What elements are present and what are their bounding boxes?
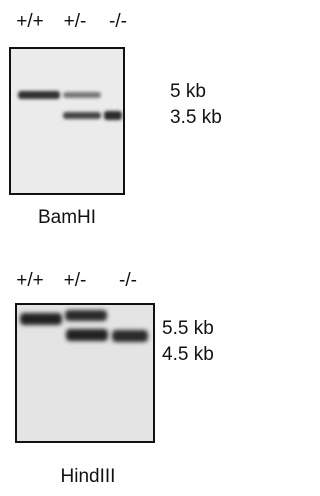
lane-label: -/- [109, 11, 127, 32]
blot-figure: +/+ +/- -/- 5 kb 3.5 kb BamHI +/+ +/- -/… [0, 0, 248, 496]
gel-panel [16, 304, 154, 442]
size-label: 5 kb [170, 81, 206, 102]
lane-label: +/+ [16, 11, 43, 32]
enzyme-label: HindIII [61, 466, 116, 487]
size-label: 4.5 kb [162, 344, 214, 365]
enzyme-label: BamHI [38, 207, 96, 228]
lane-label: -/- [119, 270, 137, 291]
lane-label: +/- [64, 270, 87, 291]
lane-label: +/+ [16, 270, 43, 291]
lane-label: +/- [64, 11, 87, 32]
gel-panel [10, 48, 124, 194]
size-label: 5.5 kb [162, 318, 214, 339]
size-label: 3.5 kb [170, 107, 222, 128]
